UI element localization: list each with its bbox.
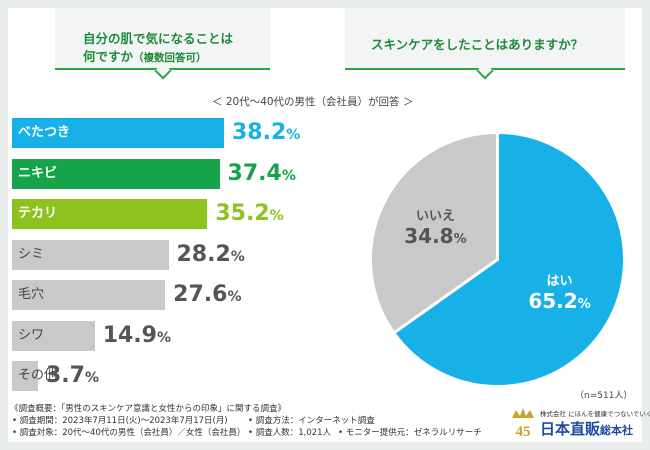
question-1-text: 何ですか xyxy=(83,49,134,64)
pie-slice-value: 65.2% xyxy=(520,289,600,313)
question-2-text: スキンケアをしたことはありますか？ xyxy=(371,37,584,52)
tagline: にほんを健康でつないでいく xyxy=(568,410,650,418)
bar xyxy=(12,320,95,351)
survey-footer: 《調査概要：「男性のスキンケア意識と女性からの印象」に関する調査》 • 調査期間… xyxy=(8,404,642,442)
pie-slice-number: 65.2 xyxy=(528,288,578,313)
bar xyxy=(12,239,169,270)
survey-target: • 調査対象：20代〜40代の男性（会社員）／女性（会社員） xyxy=(12,428,246,438)
bar-category-label: べたつき xyxy=(18,125,71,140)
question-2-header: スキンケアをしたことはありますか？ xyxy=(345,8,625,80)
question-1-line1: 自分の肌で気になることは xyxy=(83,31,234,46)
pie-slice-name: はい xyxy=(546,273,573,289)
pie-slice-number: 34.8 xyxy=(404,224,454,249)
pie-slice-label: はい 65.2% xyxy=(520,270,600,313)
crown-icon: 45 xyxy=(512,408,534,440)
bar-value-label: 28.2% xyxy=(177,240,245,272)
anniversary-number: 45 xyxy=(516,424,531,440)
survey-provider: • モニター提供元：ゼネラルリサーチ xyxy=(338,428,482,438)
question-1-header: 自分の肌で気になることは 何ですか（複数回答可） xyxy=(55,8,270,80)
bar-value-number: 28.2 xyxy=(176,241,231,267)
survey-method: • 調査方法：インターネット調査 xyxy=(248,416,375,426)
survey-title: 《調査概要：「男性のスキンケア意識と女性からの印象」に関する調査》 xyxy=(10,404,286,414)
bar-value-label: 38.2% xyxy=(232,118,300,150)
bar-category-label: ニキビ xyxy=(18,165,58,181)
question-1-line2: 何ですか（複数回答可） xyxy=(83,48,270,67)
pie-slice xyxy=(391,132,625,387)
bar-value-unit: % xyxy=(281,167,296,184)
pie-slice-value: 34.8% xyxy=(395,224,475,248)
pie-slice-unit: % xyxy=(453,232,467,248)
bar xyxy=(12,118,224,148)
bar-value-number: 27.6 xyxy=(173,282,228,307)
bar-category-label: 毛穴 xyxy=(18,287,45,302)
pie-chart xyxy=(370,132,625,387)
survey-period: • 調査期間：2023年7月11日(火)〜2023年7月17日(月) xyxy=(12,416,228,426)
company-prefix: 株式会社 xyxy=(540,410,566,418)
bar-value-number: 3.7 xyxy=(46,363,85,388)
company-name: 日本直販総本社 xyxy=(540,418,633,439)
question-1-note: （複数回答可） xyxy=(133,52,207,64)
pie-slice-unit: % xyxy=(577,296,591,312)
survey-count: • 調査人数：1,021人 xyxy=(248,428,332,438)
bar-value-unit: % xyxy=(84,370,100,386)
bar xyxy=(12,280,166,310)
pie-slice-label: いいえ 34.8% xyxy=(395,205,475,248)
bar-category-label: テカリ xyxy=(18,206,58,221)
bar-value-number: 37.4 xyxy=(227,160,282,186)
bar xyxy=(12,361,38,391)
bar-category-label: シミ xyxy=(18,246,45,262)
company-suffix: 総本社 xyxy=(600,424,634,437)
bar-value-label: 14.9% xyxy=(103,321,171,353)
bar-value-label: 27.6% xyxy=(173,280,241,312)
bar xyxy=(12,158,220,189)
bar-category-label: シワ xyxy=(18,327,45,343)
bar-value-unit: % xyxy=(286,127,301,143)
bar-value-label: 3.7% xyxy=(46,361,99,393)
sample-size-note: （n=511人） xyxy=(575,391,633,401)
pie-slice xyxy=(370,132,499,335)
bar-value-unit: % xyxy=(269,208,284,224)
bar-value-number: 35.2 xyxy=(215,201,270,226)
company-name-main: 日本直販 xyxy=(540,420,601,438)
pie-slice-name: いいえ xyxy=(415,209,455,225)
bar-value-number: 14.9 xyxy=(102,322,157,348)
bar-value-label: 37.4% xyxy=(228,159,296,191)
bar-value-unit: % xyxy=(156,329,171,346)
bar-category-label: その他 xyxy=(18,368,58,383)
bar xyxy=(12,199,208,229)
bar-value-label: 35.2% xyxy=(215,199,283,231)
respondent-note: ＜ 20代〜40代の男性（会社員）が回答 ＞ xyxy=(212,96,414,108)
bar-value-unit: % xyxy=(230,248,245,265)
logo-tagline: 株式会社 にほんを健康でつないでいく xyxy=(540,408,650,418)
company-logo: 45 株式会社 にほんを健康でつないでいく 日本直販総本社 xyxy=(500,404,650,442)
bar-value-unit: % xyxy=(227,289,242,305)
bar-value-number: 38.2 xyxy=(232,120,287,145)
